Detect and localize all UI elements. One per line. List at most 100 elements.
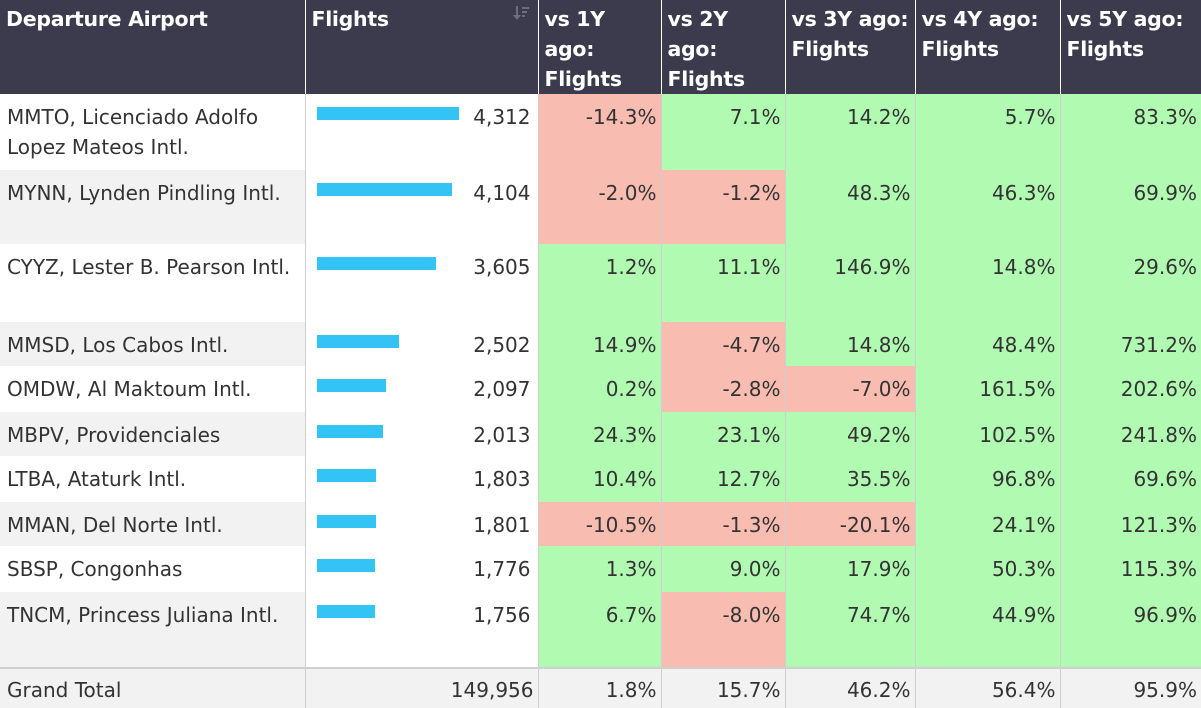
flights-bar <box>316 107 459 120</box>
flights-cell: 1,756 <box>305 592 539 668</box>
airport-name-cell: MYNN, Lynden Pindling Intl. <box>0 170 306 244</box>
flights-cell: 3,605 <box>305 244 539 322</box>
vs-2y-change-cell: 9.0% <box>661 546 786 592</box>
flights-value: 2,097 <box>473 377 531 401</box>
vs-3y-change-cell: 74.7% <box>785 592 916 668</box>
col-header-vs-2y[interactable]: vs 2Y ago: Flights <box>661 0 786 94</box>
vs-3y-change-cell: -7.0% <box>785 366 916 412</box>
airport-name-cell: OMDW, Al Maktoum Intl. <box>0 366 306 412</box>
flights-bar <box>316 379 386 392</box>
flights-value: 1,801 <box>473 513 531 537</box>
flights-value: 2,013 <box>473 423 531 447</box>
vs-3y-change-cell: 146.9% <box>785 244 916 322</box>
airport-name-cell: MMTO, Licenciado Adolfo Lopez Mateos Int… <box>0 94 306 170</box>
grand-total-label: Grand Total <box>0 667 306 708</box>
flights-bar <box>316 335 399 348</box>
flights-value: 4,104 <box>473 181 531 205</box>
vs-4y-change-cell: 14.8% <box>915 244 1061 322</box>
vs-5y-change-cell: 115.3% <box>1060 546 1201 592</box>
flights-bar <box>316 425 383 438</box>
vs-1y-change-cell: 14.9% <box>538 322 662 366</box>
vs-1y-change-cell: 24.3% <box>538 412 662 456</box>
header-row: Departure Airport Flights vs 1Y ago: Fli… <box>0 0 1201 94</box>
vs-5y-change-cell: 29.6% <box>1060 244 1201 322</box>
airport-name-cell: CYYZ, Lester B. Pearson Intl. <box>0 244 306 322</box>
flights-cell: 2,502 <box>305 322 539 366</box>
table-row[interactable]: SBSP, Congonhas 1,776 1.3% 9.0% 17.9% 50.3% 11… <box>0 546 1201 592</box>
table-row[interactable]: OMDW, Al Maktoum Intl. 2,097 0.2% -2.8% -7.0… <box>0 366 1201 412</box>
grand-total-vs-2y: 15.7% <box>661 667 786 708</box>
flights-value: 2,502 <box>473 333 531 357</box>
vs-1y-change-cell: 10.4% <box>538 456 662 502</box>
vs-1y-change-cell: 1.2% <box>538 244 662 322</box>
vs-5y-change-cell: 241.8% <box>1060 412 1201 456</box>
col-header-departure-airport[interactable]: Departure Airport <box>0 0 306 94</box>
vs-5y-change-cell: 121.3% <box>1060 502 1201 546</box>
table-row[interactable]: LTBA, Ataturk Intl. 1,803 10.4% 12.7% 35.5% 9… <box>0 456 1201 502</box>
vs-4y-change-cell: 48.4% <box>915 322 1061 366</box>
vs-1y-change-cell: -14.3% <box>538 94 662 170</box>
table-row[interactable]: MMAN, Del Norte Intl. 1,801 -10.5% -1.3% -20… <box>0 502 1201 546</box>
vs-5y-change-cell: 96.9% <box>1060 592 1201 668</box>
vs-4y-change-cell: 24.1% <box>915 502 1061 546</box>
airport-name-cell: MMSD, Los Cabos Intl. <box>0 322 306 366</box>
vs-4y-change-cell: 102.5% <box>915 412 1061 456</box>
airport-name-cell: MMAN, Del Norte Intl. <box>0 502 306 546</box>
airport-name-cell: SBSP, Congonhas <box>0 546 306 592</box>
vs-2y-change-cell: -4.7% <box>661 322 786 366</box>
vs-2y-change-cell: 23.1% <box>661 412 786 456</box>
vs-1y-change-cell: -10.5% <box>538 502 662 546</box>
flights-value: 4,312 <box>473 105 531 129</box>
vs-1y-change-cell: 6.7% <box>538 592 662 668</box>
table-row[interactable]: MBPV, Providenciales 2,013 24.3% 23.1% 49.2%… <box>0 412 1201 456</box>
table-row[interactable]: CYYZ, Lester B. Pearson Intl. 3,605 1.2% 11… <box>0 244 1201 322</box>
col-header-flights[interactable]: Flights <box>305 0 539 94</box>
airport-name-cell: MBPV, Providenciales <box>0 412 306 456</box>
flights-cell: 1,803 <box>305 456 539 502</box>
table-row[interactable]: TNCM, Princess Juliana Intl. 1,756 6.7% -8.… <box>0 592 1201 668</box>
grand-total-vs-3y: 46.2% <box>785 667 916 708</box>
vs-3y-change-cell: -20.1% <box>785 502 916 546</box>
vs-3y-change-cell: 35.5% <box>785 456 916 502</box>
flights-value: 1,756 <box>473 603 531 627</box>
vs-4y-change-cell: 46.3% <box>915 170 1061 244</box>
vs-3y-change-cell: 14.2% <box>785 94 916 170</box>
col-header-flights-label: Flights <box>311 7 390 31</box>
vs-5y-change-cell: 731.2% <box>1060 322 1201 366</box>
airport-name-cell: TNCM, Princess Juliana Intl. <box>0 592 306 668</box>
table-row[interactable]: MYNN, Lynden Pindling Intl. 4,104 -2.0% -1.… <box>0 170 1201 244</box>
vs-2y-change-cell: -1.3% <box>661 502 786 546</box>
flights-value: 3,605 <box>473 255 531 279</box>
table-row[interactable]: MMSD, Los Cabos Intl. 2,502 14.9% -4.7% 14.8… <box>0 322 1201 366</box>
grand-total-vs-1y: 1.8% <box>538 667 662 708</box>
flights-cell: 4,312 <box>305 94 539 170</box>
flights-cell: 1,776 <box>305 546 539 592</box>
col-header-vs-5y[interactable]: vs 5Y ago: Flights <box>1060 0 1201 94</box>
vs-2y-change-cell: -8.0% <box>661 592 786 668</box>
vs-5y-change-cell: 83.3% <box>1060 94 1201 170</box>
flights-bar <box>316 605 375 618</box>
table-row[interactable]: MMTO, Licenciado Adolfo Lopez Mateos Int… <box>0 94 1201 170</box>
flights-cell: 1,801 <box>305 502 539 546</box>
vs-3y-change-cell: 49.2% <box>785 412 916 456</box>
col-header-vs-1y[interactable]: vs 1Y ago: Flights <box>538 0 662 94</box>
vs-4y-change-cell: 50.3% <box>915 546 1061 592</box>
flights-value: 1,803 <box>473 467 531 491</box>
vs-5y-change-cell: 69.9% <box>1060 170 1201 244</box>
flights-cell: 4,104 <box>305 170 539 244</box>
vs-1y-change-cell: 1.3% <box>538 546 662 592</box>
vs-4y-change-cell: 5.7% <box>915 94 1061 170</box>
flights-bar <box>316 559 375 572</box>
grand-total-vs-4y: 56.4% <box>915 667 1061 708</box>
col-header-vs-3y[interactable]: vs 3Y ago: Flights <box>785 0 916 94</box>
sort-descending-icon[interactable] <box>512 5 529 21</box>
col-header-vs-4y[interactable]: vs 4Y ago: Flights <box>915 0 1061 94</box>
vs-1y-change-cell: -2.0% <box>538 170 662 244</box>
airport-name-cell: LTBA, Ataturk Intl. <box>0 456 306 502</box>
grand-total-vs-5y: 95.9% <box>1060 667 1201 708</box>
vs-3y-change-cell: 48.3% <box>785 170 916 244</box>
flights-value: 1,776 <box>473 557 531 581</box>
vs-2y-change-cell: 12.7% <box>661 456 786 502</box>
vs-1y-change-cell: 0.2% <box>538 366 662 412</box>
